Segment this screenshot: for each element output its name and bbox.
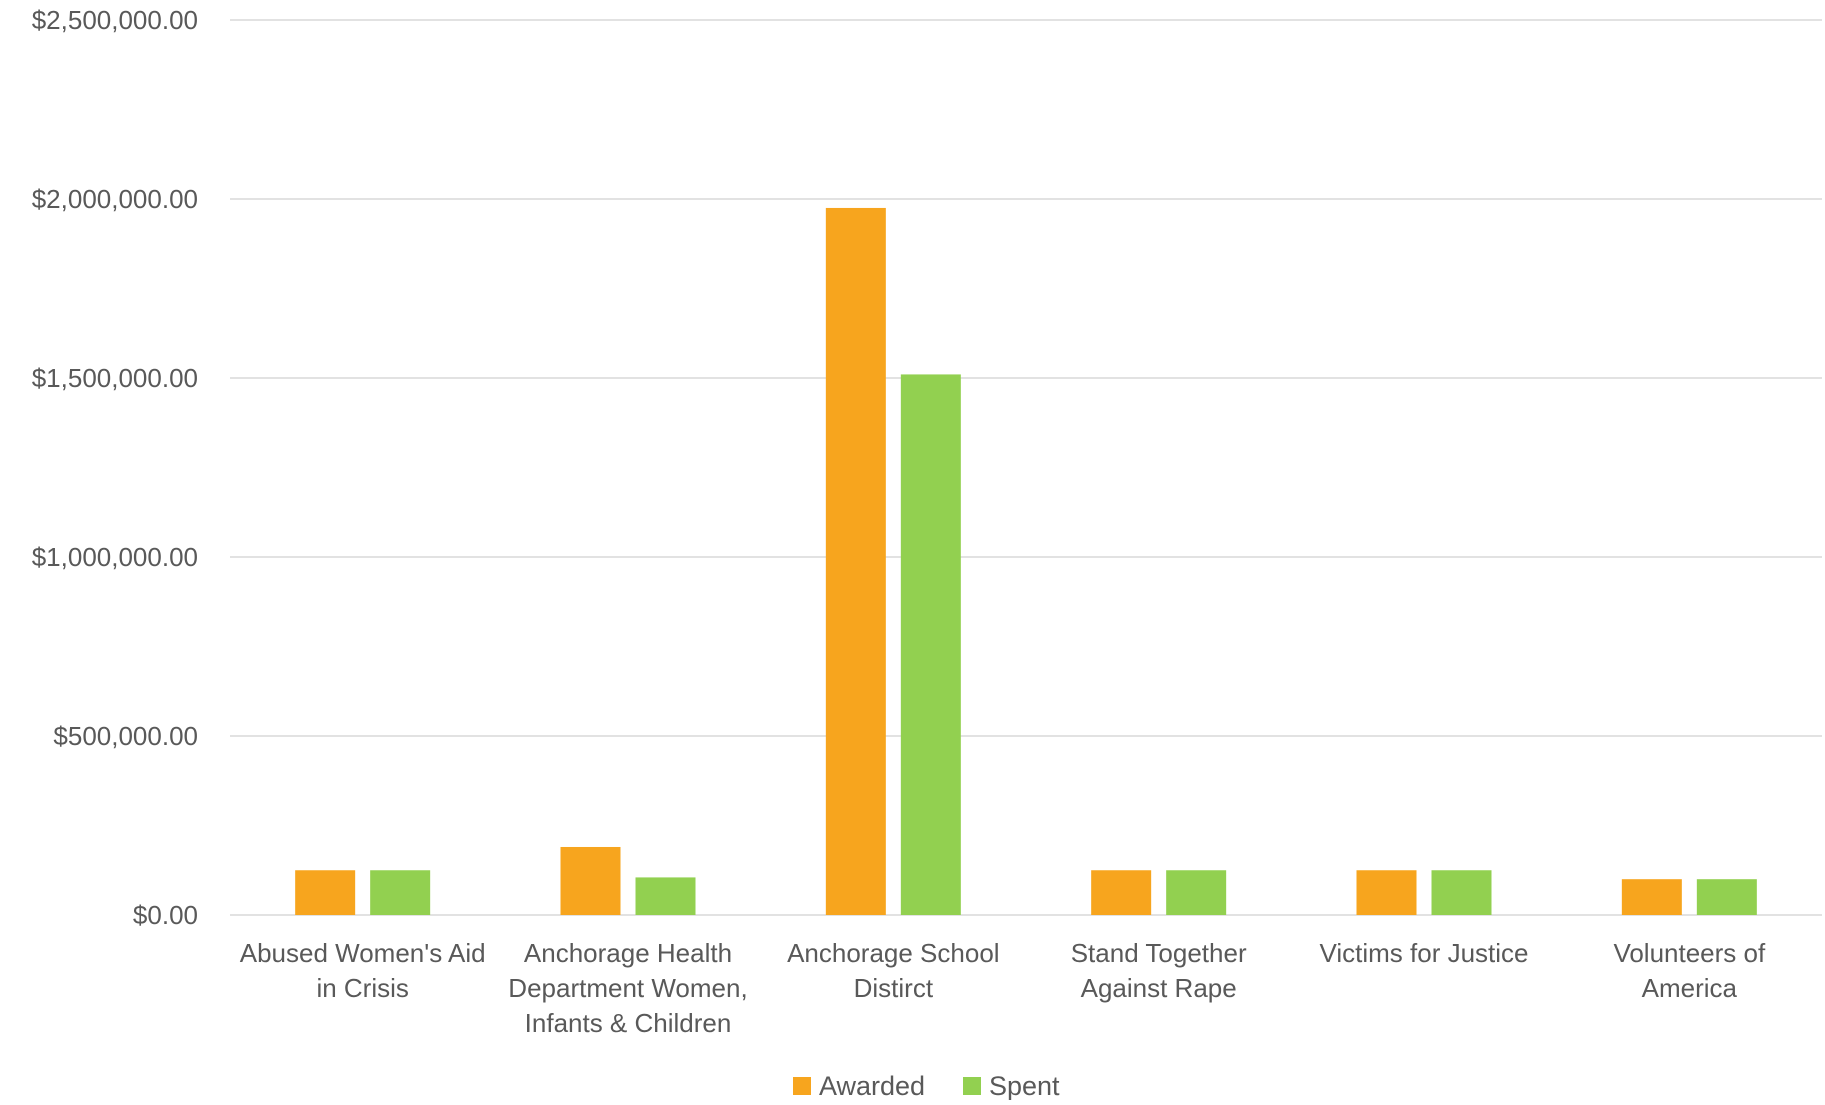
x-axis-category-labels: Abused Women's Aid in Crisis Anchorage Hea… [240,938,1766,1038]
legend-swatch-awarded [793,1077,811,1095]
x-category-label: Stand Together [1071,938,1247,968]
bar-awarded-3 [1091,870,1152,915]
x-category-label: Victims for Justice [1319,938,1528,968]
x-category-label: Department Women, [508,973,747,1003]
x-category-label: Volunteers of [1613,938,1766,968]
legend-swatch-spent [963,1077,981,1095]
bar-spent-4 [1431,870,1492,915]
bar-spent-0 [370,870,431,915]
bar-spent-3 [1166,870,1227,915]
y-tick-label: $2,500,000.00 [32,5,198,35]
x-category-label: Abused Women's Aid [240,938,486,968]
y-tick-label: $500,000.00 [53,721,198,751]
legend-label-awarded: Awarded [819,1071,925,1100]
y-tick-label: $1,000,000.00 [32,542,198,572]
x-category-label: America [1642,973,1738,1003]
bar-awarded-5 [1621,879,1682,915]
y-axis-tick-labels: $0.00 $500,000.00 $1,000,000.00 $1,500,000.… [32,5,198,930]
y-tick-label: $1,500,000.00 [32,363,198,393]
gridlines [230,19,1822,916]
bar-awarded-0 [295,870,356,915]
bar-awarded-1 [560,846,621,915]
x-category-label: Distirct [854,973,934,1003]
bars [295,207,1757,915]
bar-awarded-4 [1356,870,1417,915]
bar-spent-2 [900,374,961,915]
bar-spent-1 [635,877,696,915]
x-category-label: Infants & Children [525,1008,732,1038]
x-category-label: Anchorage Health [524,938,732,968]
y-tick-label: $2,000,000.00 [32,184,198,214]
bar-awarded-2 [825,207,886,915]
legend: Awarded Spent [793,1071,1060,1101]
x-category-label: in Crisis [316,973,408,1003]
bar-spent-5 [1696,879,1757,915]
y-tick-label: $0.00 [133,900,198,930]
legend-label-spent: Spent [989,1071,1060,1100]
x-category-label: Against Rape [1081,973,1237,1003]
x-category-label: Anchorage School [787,938,999,968]
